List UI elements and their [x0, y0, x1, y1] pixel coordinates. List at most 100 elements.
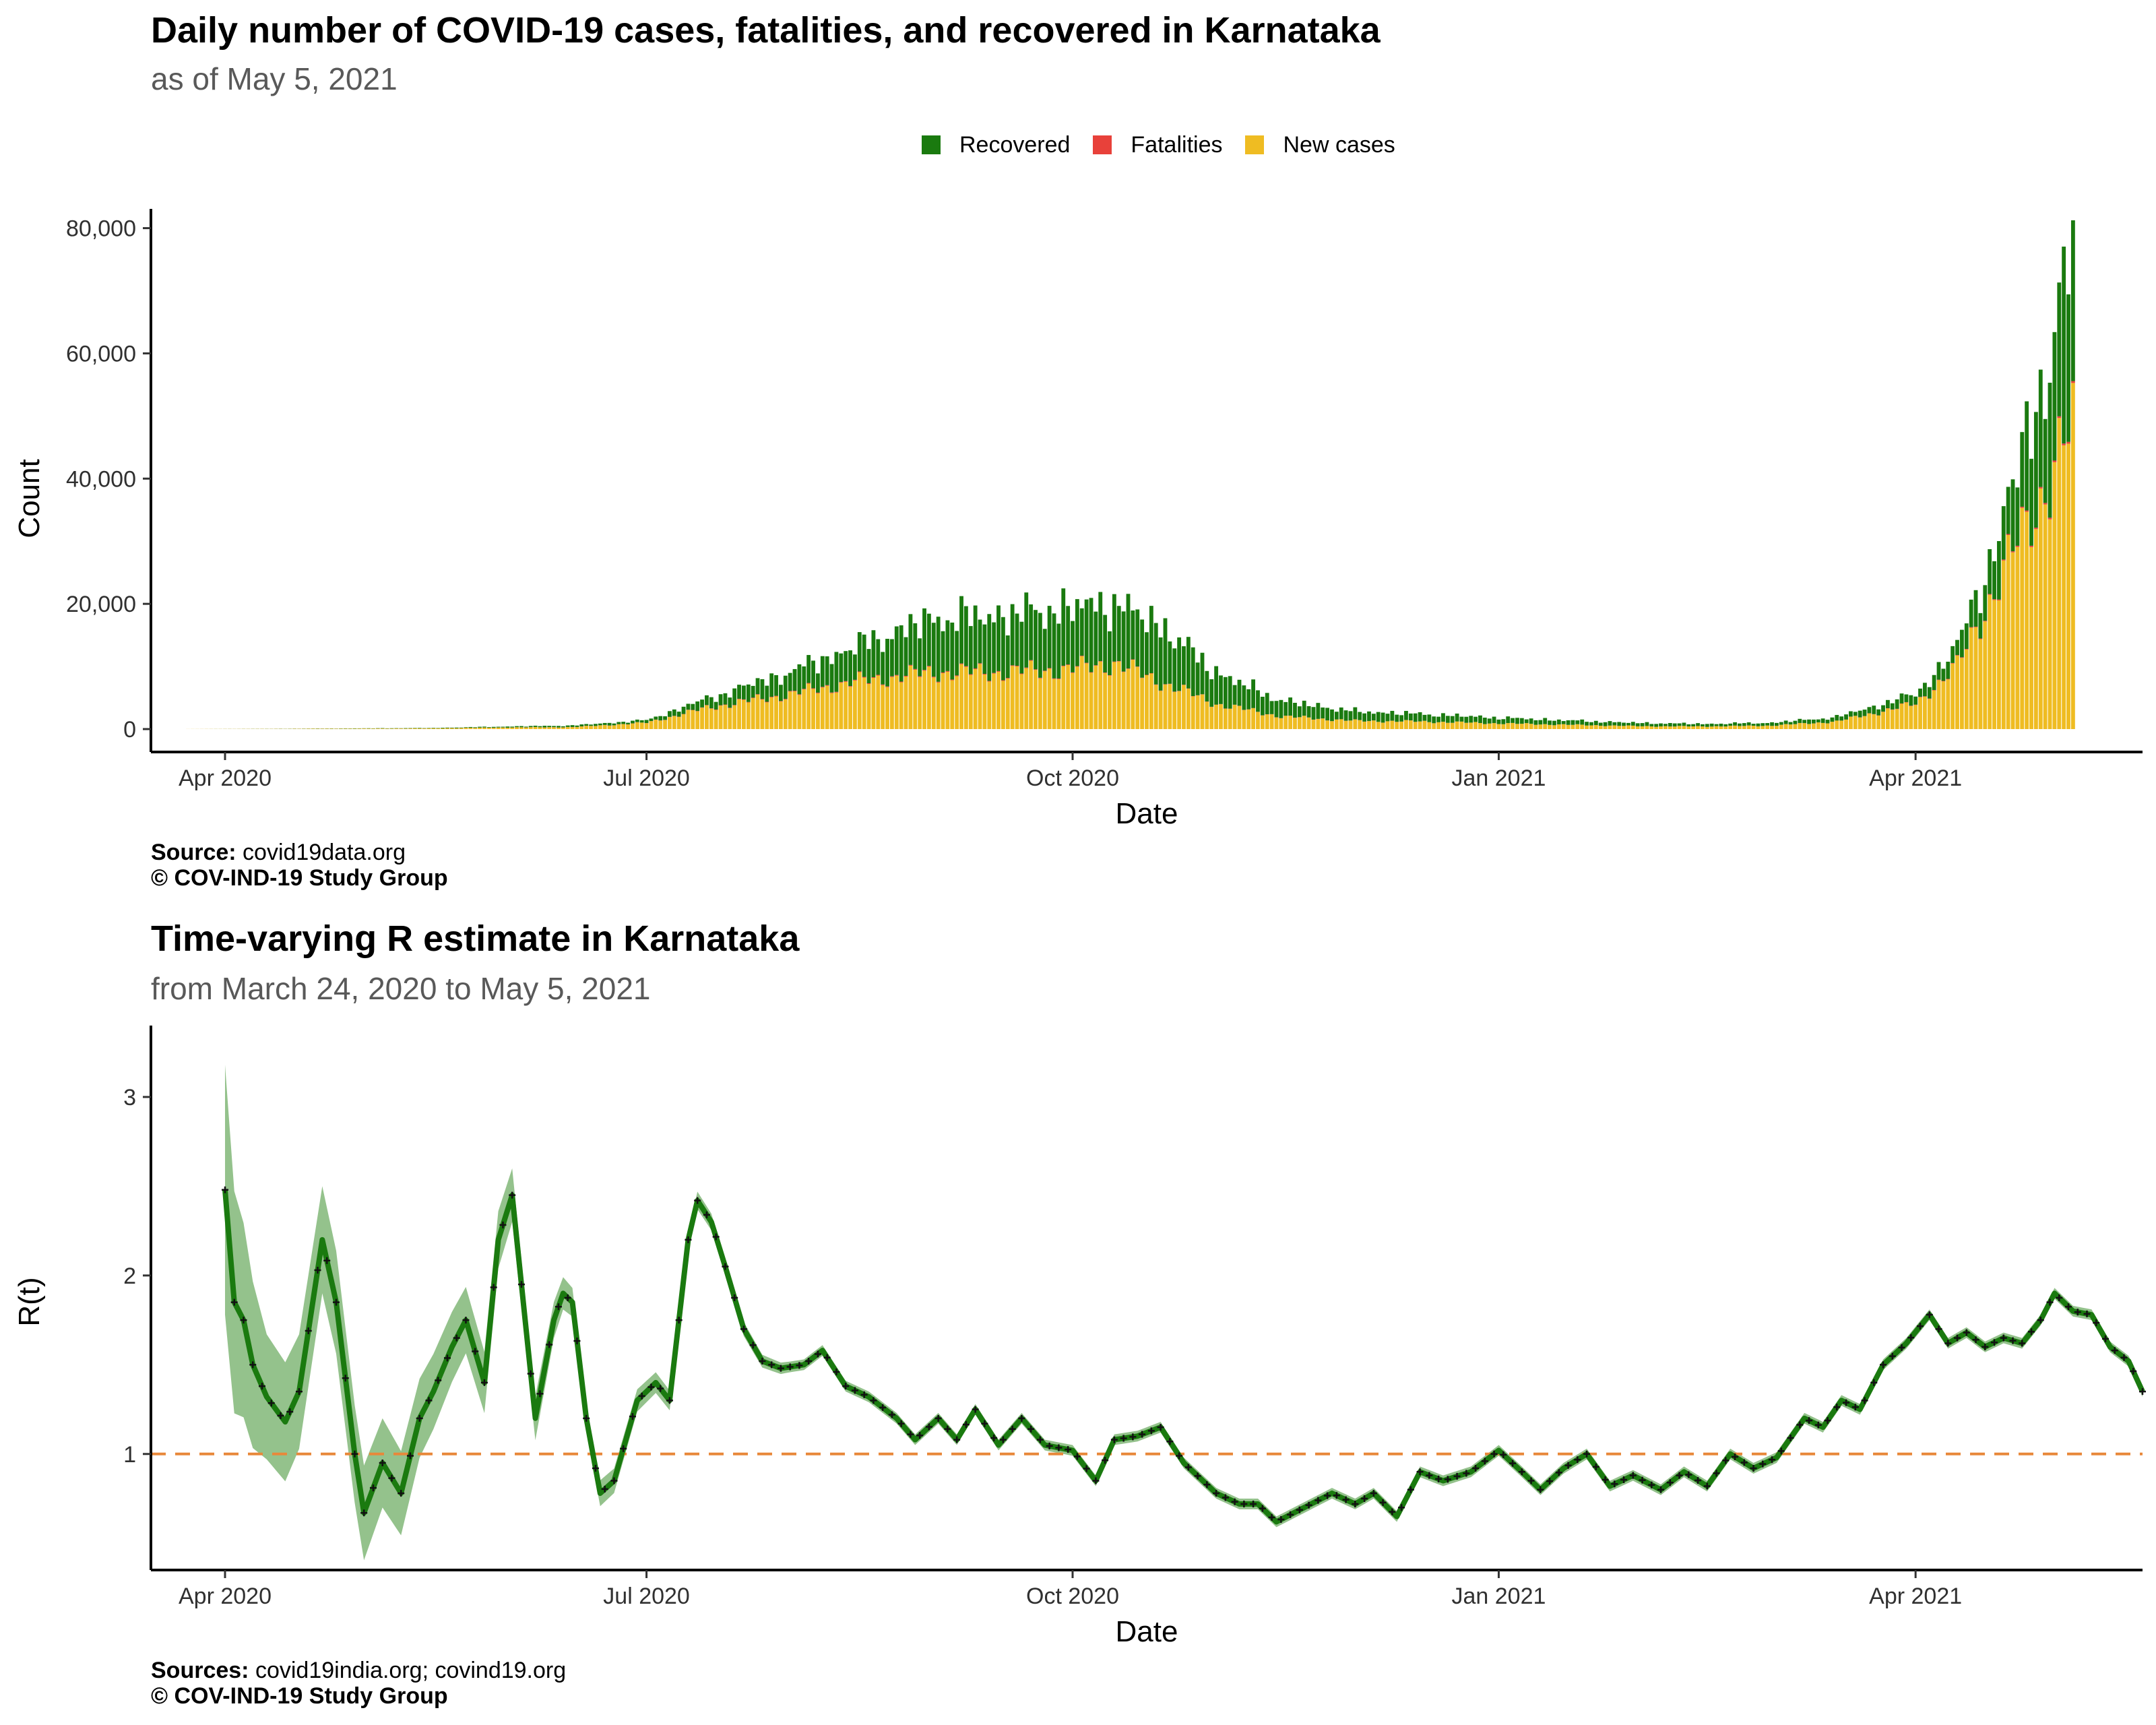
bar-new-cases: [742, 699, 746, 729]
bar-new-cases: [1362, 722, 1367, 729]
bar-new-cases: [1205, 701, 1209, 729]
bar-new-cases: [454, 728, 459, 729]
bar-recovered: [2066, 294, 2070, 442]
rt-point-marker: [1240, 1500, 1248, 1507]
rt-point-marker: [509, 1191, 516, 1199]
bar-new-cases: [1561, 724, 1566, 729]
bar-new-cases: [1973, 627, 1978, 729]
rt-point-marker: [379, 1460, 386, 1467]
bar-new-cases: [1728, 726, 1733, 729]
bar-new-cases: [1668, 726, 1672, 729]
rt-line-path: [222, 1189, 2145, 1525]
bar-recovered: [478, 726, 482, 728]
bar-recovered: [468, 726, 473, 728]
bar-new-cases: [788, 691, 792, 729]
bar-new-cases: [1682, 726, 1686, 729]
bar-fatalities: [1103, 672, 1108, 673]
bar-fatalities: [746, 701, 751, 703]
bar-new-cases: [2001, 560, 2006, 729]
bar-recovered: [899, 625, 903, 682]
rt-point-marker: [638, 1392, 645, 1400]
bar-fatalities: [1038, 677, 1042, 679]
bar-recovered: [2029, 458, 2033, 546]
bar-new-cases: [1418, 721, 1422, 729]
bar-new-cases: [1061, 666, 1066, 729]
bar-fatalities: [848, 686, 852, 687]
bar-new-cases: [348, 728, 352, 729]
bar-recovered: [380, 728, 385, 729]
bar-new-cases: [1200, 694, 1205, 729]
bar-new-cases: [1524, 723, 1529, 729]
bar-new-cases: [899, 682, 903, 729]
bar-new-cases: [866, 684, 871, 729]
bar-recovered: [1376, 712, 1381, 722]
top-y-tick-label: 20,000: [66, 592, 136, 617]
bar-recovered: [473, 727, 478, 728]
bar-recovered: [1640, 723, 1645, 726]
rt-point-marker: [1036, 1436, 1044, 1443]
top-y-tick-label: 60,000: [66, 341, 136, 367]
bar-recovered: [515, 726, 519, 728]
bottom-chart-subtitle: from March 24, 2020 to May 5, 2021: [151, 971, 651, 1006]
bar-recovered: [732, 688, 737, 705]
bar-recovered: [1936, 662, 1941, 680]
bar-new-cases: [783, 699, 788, 729]
bar-fatalities: [844, 681, 848, 682]
rt-point-marker: [657, 1385, 664, 1392]
bar-recovered: [788, 672, 792, 691]
bar-fatalities: [978, 663, 982, 664]
bar-new-cases: [1056, 679, 1061, 729]
bar-new-cases: [1140, 678, 1145, 729]
bar-new-cases: [528, 727, 533, 729]
bar-recovered: [1598, 722, 1603, 726]
bar-fatalities: [742, 699, 746, 700]
bar-recovered: [1983, 585, 1988, 621]
rt-point-marker: [1305, 1501, 1312, 1509]
rt-point-marker: [1277, 1515, 1285, 1523]
bar-recovered: [881, 652, 885, 685]
bar-new-cases: [839, 683, 844, 729]
bar-new-cases: [1853, 716, 1858, 729]
rt-point-marker: [443, 1354, 451, 1362]
bar-recovered: [1951, 646, 1955, 663]
bar-new-cases: [1283, 716, 1288, 729]
legend-swatch-new-cases: [1245, 135, 1265, 154]
bar-new-cases: [1798, 723, 1802, 729]
bar-new-cases: [1297, 717, 1302, 729]
bar-recovered: [1343, 710, 1348, 721]
rt-point-marker: [962, 1421, 970, 1429]
bar-recovered: [1482, 718, 1487, 724]
bar-fatalities: [1932, 689, 1936, 691]
bar-new-cases: [1580, 724, 1585, 729]
bar-fatalities: [751, 697, 755, 699]
bar-recovered: [1571, 720, 1575, 725]
bar-new-cases: [806, 683, 811, 729]
bar-recovered: [1459, 716, 1464, 722]
bar-recovered: [538, 726, 542, 728]
bar-new-cases: [1501, 724, 1506, 729]
bar-new-cases: [1075, 666, 1079, 729]
bar-new-cases: [1895, 709, 1899, 729]
rt-point-marker: [453, 1334, 460, 1342]
bar-new-cases: [399, 728, 404, 729]
bar-recovered: [1362, 713, 1367, 722]
bar-recovered: [1728, 723, 1733, 726]
bar-new-cases: [1992, 600, 1996, 729]
rt-point-marker: [490, 1284, 497, 1291]
bar-recovered: [1677, 723, 1682, 726]
bar-recovered: [783, 675, 788, 699]
bar-recovered: [663, 716, 667, 720]
bar-recovered: [552, 726, 556, 728]
rt-point-marker: [1287, 1511, 1294, 1518]
bar-new-cases: [1996, 600, 2001, 729]
bar-recovered: [737, 685, 741, 699]
bar-new-cases: [635, 722, 639, 729]
rt-point-marker: [1268, 1513, 1275, 1521]
bar-new-cases: [1816, 722, 1820, 729]
bar-new-cases: [1506, 723, 1511, 729]
bar-new-cases: [1909, 705, 1913, 729]
bar-new-cases: [1487, 723, 1492, 729]
bar-recovered: [839, 653, 844, 683]
rt-point-marker: [1361, 1495, 1368, 1503]
rt-point-marker: [2130, 1368, 2137, 1375]
